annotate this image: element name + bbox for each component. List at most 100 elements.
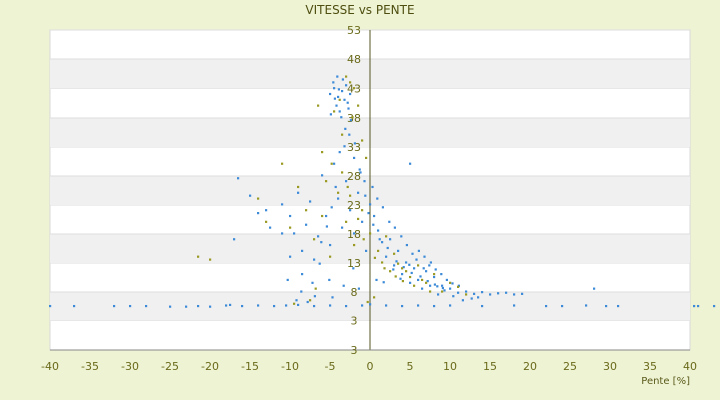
- data-point: [417, 278, 420, 282]
- data-point: [344, 127, 347, 130]
- data-point: [343, 98, 346, 101]
- data-point: [197, 304, 200, 308]
- x-tick-label: 35: [643, 360, 657, 373]
- data-point: [441, 284, 444, 287]
- data-point: [465, 293, 468, 296]
- data-point: [209, 258, 212, 261]
- data-point: [373, 296, 376, 299]
- data-point: [301, 249, 304, 252]
- data-point: [361, 220, 364, 223]
- data-point: [289, 214, 292, 218]
- data-point: [338, 151, 341, 154]
- data-point: [617, 304, 620, 308]
- data-point: [313, 295, 316, 298]
- data-point: [457, 284, 460, 287]
- data-point: [297, 191, 300, 194]
- data-point: [357, 217, 360, 221]
- data-point: [349, 92, 352, 96]
- data-point: [405, 243, 408, 247]
- data-point: [333, 110, 336, 113]
- data-point: [249, 194, 252, 197]
- y-tick-label: 8: [351, 286, 358, 299]
- data-point: [401, 279, 404, 283]
- y-tick-label: 3: [351, 344, 358, 357]
- data-point: [237, 177, 240, 180]
- data-point: [338, 98, 341, 101]
- data-point: [395, 260, 398, 263]
- data-point: [305, 209, 308, 212]
- x-tick-label: -30: [121, 360, 139, 373]
- data-point: [425, 281, 428, 284]
- data-point: [293, 302, 296, 305]
- data-point: [402, 266, 405, 269]
- data-point: [419, 275, 422, 278]
- data-point: [49, 304, 52, 308]
- data-point: [409, 162, 412, 165]
- data-point: [415, 258, 418, 261]
- data-point: [393, 226, 396, 229]
- data-point: [265, 220, 268, 223]
- y-tick-label: 38: [347, 112, 361, 125]
- data-point: [401, 304, 404, 308]
- data-point: [363, 180, 366, 183]
- data-point: [345, 75, 348, 78]
- data-point: [333, 162, 336, 165]
- data-point: [481, 304, 484, 308]
- data-point: [331, 296, 334, 299]
- data-point: [378, 238, 381, 241]
- data-point: [129, 304, 132, 308]
- data-point: [357, 104, 360, 107]
- data-point: [257, 197, 260, 200]
- data-point: [411, 252, 414, 255]
- data-point: [265, 209, 268, 212]
- data-point: [452, 295, 455, 298]
- data-point: [441, 286, 444, 290]
- data-point: [449, 287, 452, 290]
- data-point: [353, 243, 356, 247]
- data-point: [73, 304, 76, 308]
- x-tick-label: 0: [367, 360, 374, 373]
- data-point: [341, 78, 344, 81]
- data-point: [329, 113, 332, 116]
- data-point: [434, 268, 437, 271]
- data-point: [421, 287, 424, 290]
- data-point: [713, 304, 716, 308]
- data-point: [505, 291, 508, 294]
- y-tick-label: 28: [347, 170, 361, 183]
- data-point: [286, 278, 289, 282]
- x-tick-label: -40: [41, 360, 59, 373]
- data-point: [361, 209, 364, 212]
- data-point: [320, 241, 323, 244]
- data-point: [336, 75, 339, 78]
- data-point: [561, 304, 564, 308]
- data-point: [330, 162, 333, 165]
- data-point: [425, 270, 428, 273]
- data-point: [332, 81, 335, 84]
- data-point: [358, 168, 361, 171]
- data-point: [697, 304, 700, 308]
- data-point: [481, 291, 484, 294]
- data-point: [225, 304, 228, 307]
- data-point: [401, 273, 404, 276]
- data-point: [349, 209, 352, 212]
- data-point: [392, 268, 395, 271]
- data-point: [269, 226, 272, 229]
- y-tick-label: 13: [347, 257, 361, 270]
- data-point: [473, 292, 476, 295]
- data-point: [289, 255, 292, 258]
- data-point: [489, 293, 492, 296]
- data-point: [340, 116, 343, 119]
- data-point: [397, 249, 400, 252]
- x-tick-label: 25: [563, 360, 577, 373]
- x-tick-label: -10: [281, 360, 299, 373]
- data-point: [341, 133, 344, 136]
- data-point: [429, 284, 432, 287]
- data-point: [337, 88, 340, 91]
- data-point: [381, 261, 384, 264]
- data-point: [449, 304, 452, 307]
- data-point: [413, 284, 416, 287]
- data-point: [351, 116, 354, 119]
- data-point: [297, 185, 300, 189]
- y-tick-label: 53: [347, 24, 361, 37]
